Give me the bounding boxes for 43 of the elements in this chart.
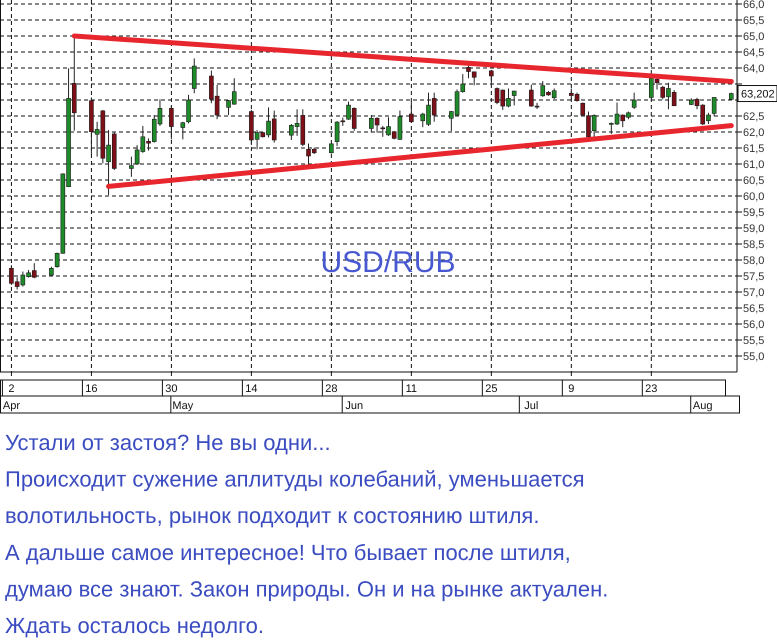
y-tick-label: 61,0 — [743, 158, 764, 171]
y-tick-label: 59,5 — [743, 206, 764, 219]
x-tick-label: 25 — [485, 383, 498, 395]
y-tick-label: 57,5 — [743, 270, 764, 283]
y-tick-label: 62,0 — [743, 126, 764, 139]
x-tick-label: 28 — [325, 383, 338, 395]
y-tick-label: 56,0 — [743, 318, 764, 331]
x2-tick-label: Jul — [524, 400, 538, 412]
text: Устали от застоя? Не вы одни... — [5, 430, 331, 455]
y-tick-label: 62,5 — [743, 110, 764, 123]
y-tick-label: 61,5 — [743, 142, 764, 155]
x-tick-label: 11 — [406, 383, 418, 395]
annotation: 63,202 — [741, 88, 775, 100]
y-tick-label: 58,5 — [743, 238, 764, 251]
y-tick-label: 55,5 — [743, 334, 764, 347]
x-tick-label: 23 — [645, 383, 658, 395]
y-tick-label: 60,5 — [743, 174, 764, 187]
x2-tick-label: May — [172, 400, 194, 412]
x2-tick-label: Apr — [2, 400, 20, 412]
y-tick-label: 55,0 — [743, 350, 764, 363]
y-tick-label: 64,5 — [743, 46, 764, 59]
text: волотильность, рынок подходит к состоянию штиля. — [5, 503, 540, 528]
x-tick-label: 30 — [165, 383, 178, 395]
text: Ждать осталось недолго. — [5, 613, 264, 638]
x-tick-label: 9 — [568, 383, 574, 395]
x-tick-label: 16 — [85, 383, 98, 395]
x-tick-label: 14 — [245, 383, 258, 395]
y-tick-label: 64,0 — [743, 62, 764, 75]
x2-tick-label: Jun — [345, 400, 364, 412]
x-tick-label: 2 — [8, 383, 14, 395]
y-tick-label: 58,0 — [743, 254, 764, 267]
y-tick-label: 65,0 — [743, 30, 764, 43]
y-tick-label: 65,5 — [743, 14, 764, 27]
y-tick-label: 59,0 — [743, 222, 764, 235]
y-tick-label: 66,0 — [743, 0, 764, 11]
y-tick-label: 56,5 — [743, 302, 764, 315]
text: USD/RUB — [320, 246, 456, 279]
x2-tick-label: Aug — [692, 400, 713, 412]
y-tick-label: 57,0 — [743, 286, 764, 299]
text: думаю все знают. Закон природы. Он и на рынке актуален. — [5, 576, 608, 602]
text: Происходит сужение аплитуды колебаний, уменьшается — [5, 466, 585, 492]
text: А дальше самое интересное! Что бывает после штиля, — [5, 540, 571, 565]
y-tick-label: 60,0 — [743, 190, 764, 203]
